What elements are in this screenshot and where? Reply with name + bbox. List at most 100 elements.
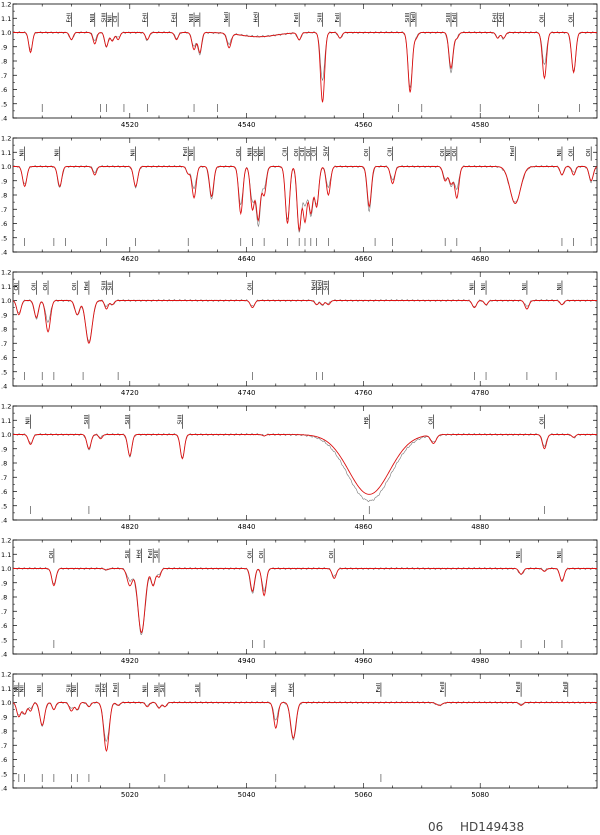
page-number: 06 [428,820,444,834]
line-label: OII [586,149,592,157]
line-label: CII [113,15,119,22]
line-label: FeIII [440,681,446,692]
line-label: SiIV [323,146,329,157]
y-tick-label: .7 [1,206,7,214]
line-label: NII [55,149,61,157]
y-tick-label: 1.2 [1,537,11,545]
line-label: NII [557,551,563,559]
line-label: NII [189,149,195,157]
observed-spectrum [12,299,598,342]
y-tick-label: .6 [1,220,7,228]
y-tick-label: .9 [1,445,7,453]
line-label: SiII [195,684,201,693]
model-spectrum [13,32,597,103]
line-label: CIII [282,147,288,156]
y-tick-label: 1.0 [1,431,11,439]
line-label: SiIII [101,280,107,290]
line-label: HeI [136,549,142,559]
panel-frame [12,405,598,521]
y-tick-label: .8 [1,58,7,66]
line-label: NII [154,685,160,693]
x-tick-label: 4980 [471,657,489,665]
spectrum-panel: .4 .5 .6 .7 .8 .9 1.0 1.1 1.2 4820 4840 4860 4880 NII… [1,403,598,531]
line-label: FeII [499,13,505,23]
spectrum-panel: .4 .5 .6 .7 .8 .9 1.0 1.1 1.2 4520 4540 4560 4580 FeI… [1,1,598,129]
y-tick-label: .7 [1,608,7,616]
x-tick-label: 4680 [471,255,489,263]
line-label: SiIII [101,12,107,22]
line-label: SiIII [405,12,411,22]
line-label: FeII [113,683,119,693]
observed-spectrum [12,433,598,503]
line-label: OII [452,149,458,157]
line-label: OII [253,149,259,157]
line-label: SiII [107,282,113,291]
x-tick-label: 5080 [471,791,489,799]
line-label: SiIII [446,12,452,22]
line-label: SiII [160,684,166,693]
line-label: NII [271,685,277,693]
y-tick-label: .4 [1,517,7,525]
y-tick-label: 1.1 [1,685,11,693]
x-tick-label: 4780 [471,389,489,397]
line-label: FeII [148,549,154,559]
y-tick-label: .5 [1,770,7,778]
line-label: OII [440,149,446,157]
line-label: NIII [247,147,253,156]
line-label: NII [131,149,137,157]
line-label: NII [72,685,78,693]
y-tick-label: .7 [1,72,7,80]
y-tick-label: .8 [1,326,7,334]
y-tick-label: .4 [1,249,7,257]
line-label: NII [20,149,26,157]
line-label: NII [557,149,563,157]
x-tick-label: 4740 [238,389,256,397]
y-tick-label: 1.1 [1,149,11,157]
y-tick-label: 1.2 [1,403,11,411]
line-label: FeII [493,13,499,23]
y-tick-label: .5 [1,100,7,108]
line-label: NII [522,283,528,291]
spectrum-panel: .4 .5 .6 .7 .8 .9 1.0 1.1 1.2 4720 4740 4760 4780 OII… [1,269,598,397]
y-tick-label: .4 [1,383,7,391]
line-label: OII [569,149,575,157]
y-tick-label: .9 [1,177,7,185]
y-tick-label: 1.1 [1,417,11,425]
y-tick-label: 1.2 [1,135,11,143]
y-tick-label: .6 [1,86,7,94]
spectrum-panel: .4 .5 .6 .7 .8 .9 1.0 1.1 1.2 5020 5040 5060 5080 NII… [1,671,598,799]
y-tick-label: .7 [1,340,7,348]
line-label: FeII [294,13,300,23]
observed-spectrum [12,567,598,636]
y-tick-label: .6 [1,622,7,630]
y-tick-label: 1.0 [1,29,11,37]
y-tick-label: .5 [1,502,7,510]
x-tick-label: 4520 [121,121,139,129]
line-label: FeIII [563,681,569,692]
x-tick-label: 4860 [354,523,372,531]
y-tick-label: 1.2 [1,269,11,277]
line-label: OII [539,15,545,23]
x-tick-label: 4760 [354,389,372,397]
line-label: HeII [253,11,259,22]
model-spectrum [13,568,597,634]
line-label: NII [37,685,43,693]
line-label: OII [329,551,335,559]
line-label: OII [306,149,312,157]
x-tick-label: 5060 [354,791,372,799]
x-tick-label: 4940 [238,657,256,665]
y-tick-label: 1.0 [1,565,11,573]
y-tick-label: .7 [1,474,7,482]
y-tick-label: 1.1 [1,15,11,23]
x-tick-label: 5040 [238,791,256,799]
line-label: SiIII [177,414,183,424]
y-tick-label: 1.0 [1,699,11,707]
line-label: OII [14,283,20,291]
line-label: NII [20,685,26,693]
x-tick-label: 4880 [471,523,489,531]
y-tick-label: .4 [1,651,7,659]
line-label: OII [247,551,253,559]
y-tick-label: .9 [1,311,7,319]
line-label: FeII [66,13,72,23]
